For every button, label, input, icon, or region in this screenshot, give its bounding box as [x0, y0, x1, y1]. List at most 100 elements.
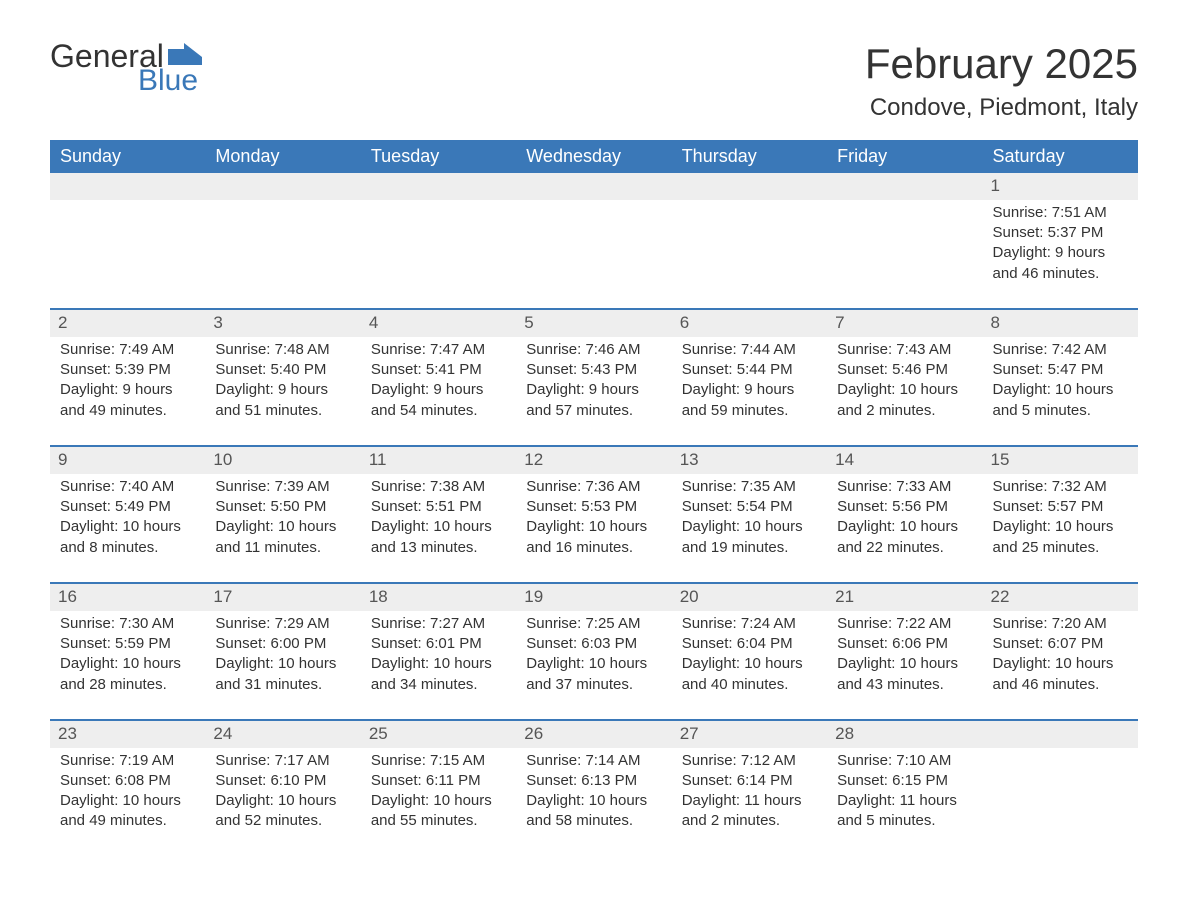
day-cell: Sunrise: 7:24 AMSunset: 6:04 PMDaylight:… [672, 611, 827, 720]
sunset-text: Sunset: 5:47 PM [993, 360, 1128, 380]
day-number-cell: 21 [827, 583, 982, 611]
day-cell: Sunrise: 7:17 AMSunset: 6:10 PMDaylight:… [205, 748, 360, 856]
day-cell: Sunrise: 7:19 AMSunset: 6:08 PMDaylight:… [50, 748, 205, 856]
day-cell: Sunrise: 7:36 AMSunset: 5:53 PMDaylight:… [516, 474, 671, 583]
day-cell [205, 200, 360, 309]
logo-word-blue: Blue [138, 66, 202, 96]
sunrise-text: Sunrise: 7:35 AM [682, 477, 817, 497]
day-header: Thursday [672, 140, 827, 173]
daylight-text: Daylight: 10 hours and 8 minutes. [60, 517, 195, 558]
day-cell: Sunrise: 7:30 AMSunset: 5:59 PMDaylight:… [50, 611, 205, 720]
sunrise-text: Sunrise: 7:32 AM [993, 477, 1128, 497]
daylight-text: Daylight: 10 hours and 11 minutes. [215, 517, 350, 558]
daylight-text: Daylight: 11 hours and 2 minutes. [682, 791, 817, 832]
sunrise-text: Sunrise: 7:38 AM [371, 477, 506, 497]
sunset-text: Sunset: 6:07 PM [993, 634, 1128, 654]
day-cell: Sunrise: 7:51 AMSunset: 5:37 PMDaylight:… [983, 200, 1138, 309]
day-header: Sunday [50, 140, 205, 173]
day-cell: Sunrise: 7:15 AMSunset: 6:11 PMDaylight:… [361, 748, 516, 856]
daylight-text: Daylight: 9 hours and 59 minutes. [682, 380, 817, 421]
sunset-text: Sunset: 5:43 PM [526, 360, 661, 380]
day-cell [50, 200, 205, 309]
daylight-text: Daylight: 11 hours and 5 minutes. [837, 791, 972, 832]
daylight-text: Daylight: 10 hours and 16 minutes. [526, 517, 661, 558]
day-cell: Sunrise: 7:43 AMSunset: 5:46 PMDaylight:… [827, 337, 982, 446]
day-content-row: Sunrise: 7:19 AMSunset: 6:08 PMDaylight:… [50, 748, 1138, 856]
title-block: February 2025 Condove, Piedmont, Italy [865, 40, 1138, 122]
day-number-cell: 1 [983, 173, 1138, 200]
sunrise-text: Sunrise: 7:12 AM [682, 751, 817, 771]
day-number-cell: 2 [50, 309, 205, 337]
day-number-cell: 19 [516, 583, 671, 611]
sunset-text: Sunset: 6:03 PM [526, 634, 661, 654]
sunrise-text: Sunrise: 7:25 AM [526, 614, 661, 634]
sunrise-text: Sunrise: 7:44 AM [682, 340, 817, 360]
day-cell: Sunrise: 7:47 AMSunset: 5:41 PMDaylight:… [361, 337, 516, 446]
day-cell: Sunrise: 7:12 AMSunset: 6:14 PMDaylight:… [672, 748, 827, 856]
daylight-text: Daylight: 10 hours and 40 minutes. [682, 654, 817, 695]
sunrise-text: Sunrise: 7:49 AM [60, 340, 195, 360]
daylight-text: Daylight: 10 hours and 22 minutes. [837, 517, 972, 558]
sunrise-text: Sunrise: 7:14 AM [526, 751, 661, 771]
day-cell: Sunrise: 7:29 AMSunset: 6:00 PMDaylight:… [205, 611, 360, 720]
day-number-row: 1 [50, 173, 1138, 200]
sunrise-text: Sunrise: 7:27 AM [371, 614, 506, 634]
day-number-cell: 7 [827, 309, 982, 337]
day-number-cell: 23 [50, 720, 205, 748]
day-number-cell: 14 [827, 446, 982, 474]
sunrise-text: Sunrise: 7:17 AM [215, 751, 350, 771]
location-label: Condove, Piedmont, Italy [865, 94, 1138, 122]
sunset-text: Sunset: 6:08 PM [60, 771, 195, 791]
day-cell [983, 748, 1138, 856]
sunset-text: Sunset: 6:15 PM [837, 771, 972, 791]
sunset-text: Sunset: 5:53 PM [526, 497, 661, 517]
day-number-cell [361, 173, 516, 200]
day-cell: Sunrise: 7:33 AMSunset: 5:56 PMDaylight:… [827, 474, 982, 583]
day-number-cell: 13 [672, 446, 827, 474]
day-number-cell: 17 [205, 583, 360, 611]
day-number-cell: 8 [983, 309, 1138, 337]
day-cell: Sunrise: 7:42 AMSunset: 5:47 PMDaylight:… [983, 337, 1138, 446]
sunrise-text: Sunrise: 7:42 AM [993, 340, 1128, 360]
day-number-cell: 11 [361, 446, 516, 474]
day-content-row: Sunrise: 7:51 AMSunset: 5:37 PMDaylight:… [50, 200, 1138, 309]
day-number-cell: 18 [361, 583, 516, 611]
sunset-text: Sunset: 5:51 PM [371, 497, 506, 517]
day-header: Friday [827, 140, 982, 173]
day-cell: Sunrise: 7:10 AMSunset: 6:15 PMDaylight:… [827, 748, 982, 856]
day-number-cell: 9 [50, 446, 205, 474]
day-cell: Sunrise: 7:48 AMSunset: 5:40 PMDaylight:… [205, 337, 360, 446]
day-cell: Sunrise: 7:25 AMSunset: 6:03 PMDaylight:… [516, 611, 671, 720]
day-cell: Sunrise: 7:22 AMSunset: 6:06 PMDaylight:… [827, 611, 982, 720]
daylight-text: Daylight: 9 hours and 46 minutes. [993, 243, 1128, 284]
day-number-cell: 5 [516, 309, 671, 337]
day-number-cell: 6 [672, 309, 827, 337]
sunset-text: Sunset: 5:54 PM [682, 497, 817, 517]
daylight-text: Daylight: 9 hours and 54 minutes. [371, 380, 506, 421]
sunset-text: Sunset: 6:01 PM [371, 634, 506, 654]
day-number-cell: 22 [983, 583, 1138, 611]
day-number-row: 16171819202122 [50, 583, 1138, 611]
day-number-cell [516, 173, 671, 200]
daylight-text: Daylight: 10 hours and 52 minutes. [215, 791, 350, 832]
sunrise-text: Sunrise: 7:36 AM [526, 477, 661, 497]
sunrise-text: Sunrise: 7:39 AM [215, 477, 350, 497]
day-number-cell [672, 173, 827, 200]
day-number-row: 232425262728 [50, 720, 1138, 748]
day-header: Tuesday [361, 140, 516, 173]
day-number-cell: 12 [516, 446, 671, 474]
daylight-text: Daylight: 10 hours and 28 minutes. [60, 654, 195, 695]
day-number-cell [827, 173, 982, 200]
day-number-cell: 25 [361, 720, 516, 748]
sunset-text: Sunset: 6:11 PM [371, 771, 506, 791]
day-cell: Sunrise: 7:27 AMSunset: 6:01 PMDaylight:… [361, 611, 516, 720]
logo: General Blue [50, 40, 202, 96]
header: General Blue February 2025 Condove, Pied… [50, 40, 1138, 122]
day-number-cell [205, 173, 360, 200]
sunset-text: Sunset: 6:00 PM [215, 634, 350, 654]
sunset-text: Sunset: 5:59 PM [60, 634, 195, 654]
sunset-text: Sunset: 6:13 PM [526, 771, 661, 791]
daylight-text: Daylight: 9 hours and 57 minutes. [526, 380, 661, 421]
daylight-text: Daylight: 10 hours and 49 minutes. [60, 791, 195, 832]
day-number-cell: 3 [205, 309, 360, 337]
